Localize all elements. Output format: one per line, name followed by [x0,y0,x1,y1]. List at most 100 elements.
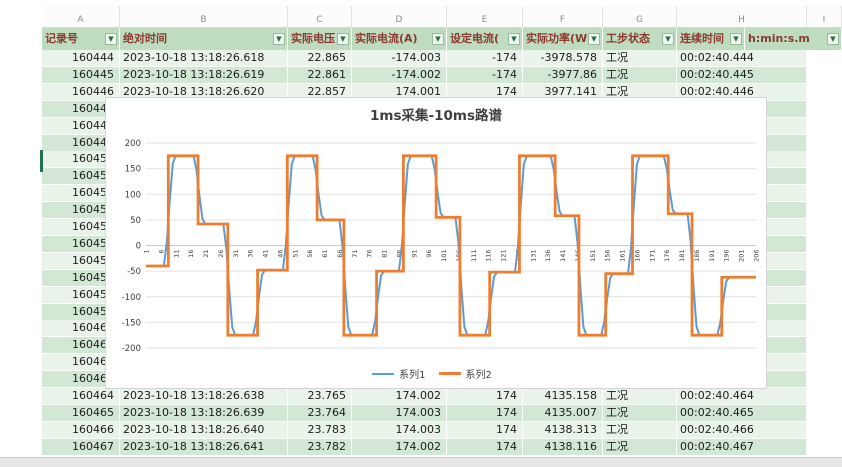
column-letter-D[interactable]: D [352,6,447,28]
column-letter-E[interactable]: E [447,6,523,28]
cell-empty[interactable] [807,235,842,253]
cell-current[interactable]: 174.003 [352,404,447,422]
cell-power[interactable]: 4135.007 [523,404,603,422]
column-letter-C[interactable]: C [288,6,352,28]
filter-dropdown-icon[interactable]: ▼ [827,33,839,45]
cell-power[interactable]: 4138.116 [523,438,603,456]
cell-record[interactable]: 160444 [42,50,120,67]
filter-dropdown-icon[interactable]: ▼ [105,33,117,45]
cell-voltage[interactable]: 23.764 [288,404,352,422]
cell-set_current[interactable]: 174 [447,438,523,456]
cell-status[interactable]: 工况 [603,421,677,439]
cell-set_current[interactable]: 174 [447,83,523,101]
cell-duration[interactable]: 00:02:40.444 [677,50,807,67]
cell-empty[interactable] [807,388,842,405]
cell-record[interactable]: 160446 [42,83,120,101]
filter-dropdown-icon[interactable]: ▼ [730,33,742,45]
cell-power[interactable]: -3977.86 [523,66,603,84]
cell-status[interactable]: 工况 [603,50,677,67]
cell-voltage[interactable]: 23.783 [288,421,352,439]
cell-current[interactable]: 174.002 [352,438,447,456]
header-cell[interactable]: 实际电压 ▼ [288,28,352,50]
header-cell[interactable]: 实际功率(W ▼ [523,28,603,50]
column-letter-I[interactable]: I [807,6,842,28]
horizontal-scrollbar[interactable] [0,457,842,467]
column-letter-G[interactable]: G [603,6,677,28]
cell-empty[interactable] [807,117,842,135]
cell-empty[interactable] [807,252,842,270]
filter-dropdown-icon[interactable]: ▼ [432,33,444,45]
cell-empty[interactable] [807,219,842,236]
cell-record[interactable]: 160464 [42,388,120,405]
cell-duration[interactable]: 00:02:40.467 [677,438,807,456]
filter-dropdown-icon[interactable]: ▼ [273,33,285,45]
header-cell[interactable]: 工步状态 ▼ [603,28,677,50]
filter-dropdown-icon[interactable]: ▼ [508,33,520,45]
cell-record[interactable]: 160448 [42,117,120,135]
cell-abs_time[interactable]: 2023-10-18 13:18:26.639 [120,404,288,422]
cell-record[interactable]: 160449 [42,134,120,152]
cell-record[interactable]: 160460 [42,320,120,338]
cell-abs_time[interactable]: 2023-10-18 13:18:26.638 [120,388,288,405]
cell-record[interactable]: 160465 [42,404,120,422]
cell-current[interactable]: -174.002 [352,66,447,84]
cell-record[interactable]: 160461 [42,337,120,355]
header-cell[interactable]: 连续时间 ▼ [677,28,745,50]
cell-empty[interactable] [807,100,842,118]
cell-empty[interactable] [807,168,842,186]
filter-dropdown-icon[interactable]: ▼ [588,33,600,45]
cell-set_current[interactable]: 174 [447,421,523,439]
cell-set_current[interactable]: -174 [447,66,523,84]
column-letter-A[interactable]: A [42,6,120,28]
cell-abs_time[interactable]: 2023-10-18 13:18:26.640 [120,421,288,439]
filter-dropdown-icon[interactable]: ▼ [337,33,349,45]
header-cell[interactable]: 实际电流(A) ▼ [352,28,447,50]
cell-empty[interactable] [807,286,842,304]
cell-record[interactable]: 160447 [42,100,120,118]
cell-record[interactable]: 160452 [42,185,120,203]
cell-record[interactable]: 160456 [42,252,120,270]
header-cell[interactable]: h:min:s.m ▼ [745,28,842,50]
cell-empty[interactable] [807,134,842,152]
header-cell[interactable]: 设定电流(▼ [447,28,523,50]
cell-empty[interactable] [807,337,842,355]
cell-voltage[interactable]: 23.765 [288,388,352,405]
cell-empty[interactable] [807,66,842,84]
cell-record[interactable]: 160445 [42,66,120,84]
cell-record[interactable]: 160467 [42,438,120,456]
cell-empty[interactable] [807,438,842,456]
cell-voltage[interactable]: 22.865 [288,50,352,67]
cell-abs_time[interactable]: 2023-10-18 13:18:26.618 [120,50,288,67]
cell-record[interactable]: 160450 [42,151,120,169]
header-cell[interactable]: 绝对时间 ▼ [120,28,288,50]
cell-empty[interactable] [807,185,842,203]
cell-empty[interactable] [807,320,842,338]
cell-duration[interactable]: 00:02:40.445 [677,66,807,84]
column-letter-H[interactable]: H [677,6,807,28]
cell-empty[interactable] [807,371,842,389]
cell-record[interactable]: 160453 [42,202,120,220]
cell-current[interactable]: 174.002 [352,388,447,405]
cell-empty[interactable] [807,151,842,169]
cell-current[interactable]: 174.003 [352,421,447,439]
cell-set_current[interactable]: -174 [447,50,523,67]
cell-voltage[interactable]: 22.857 [288,83,352,101]
cell-empty[interactable] [807,404,842,422]
cell-set_current[interactable]: 174 [447,388,523,405]
cell-empty[interactable] [807,50,842,67]
cell-power[interactable]: 4135.158 [523,388,603,405]
cell-abs_time[interactable]: 2023-10-18 13:18:26.620 [120,83,288,101]
cell-empty[interactable] [807,269,842,287]
column-letter-B[interactable]: B [120,6,288,28]
cell-abs_time[interactable]: 2023-10-18 13:18:26.641 [120,438,288,456]
embedded-chart[interactable]: 1ms采集-10ms路谱 200 150 100 50 0 -50 -100 -150 -200… [105,97,767,389]
column-letter-F[interactable]: F [523,6,603,28]
cell-empty[interactable] [807,421,842,439]
cell-record[interactable]: 160458 [42,286,120,304]
cell-record[interactable]: 160466 [42,421,120,439]
cell-duration[interactable]: 00:02:40.464 [677,388,807,405]
cell-power[interactable]: -3978.578 [523,50,603,67]
cell-current[interactable]: 174.001 [352,83,447,101]
cell-empty[interactable] [807,83,842,101]
cell-status[interactable]: 工况 [603,438,677,456]
